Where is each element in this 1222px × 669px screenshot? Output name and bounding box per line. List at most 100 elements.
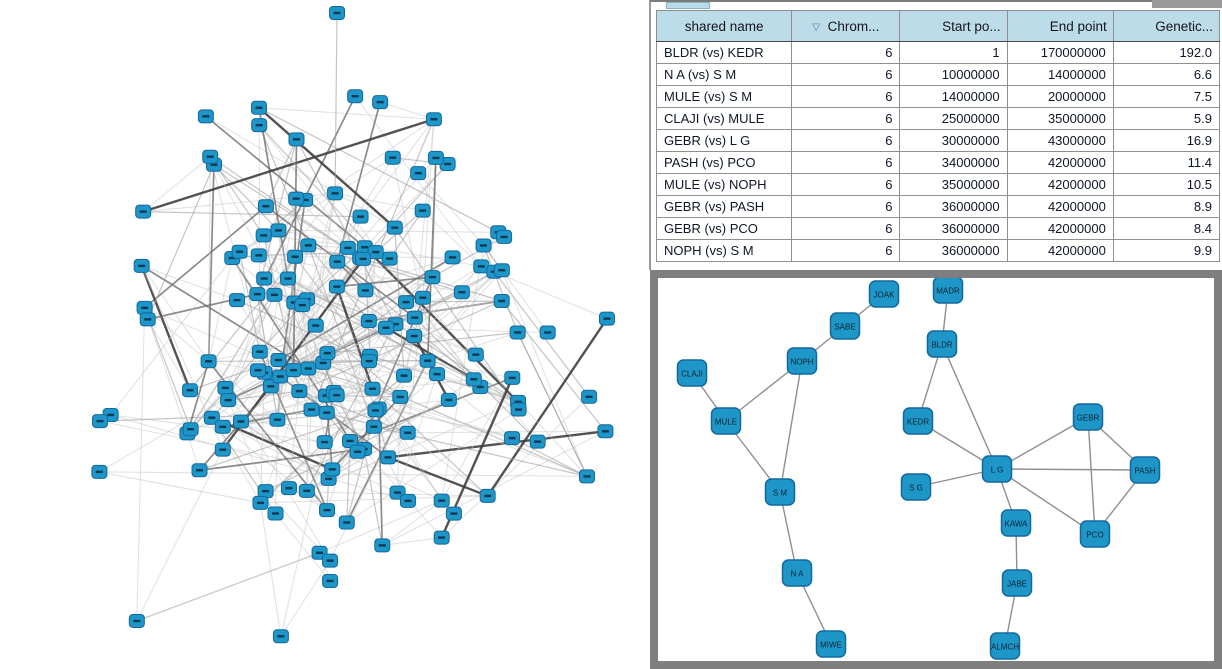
graph-node[interactable] bbox=[399, 493, 416, 508]
graph-edge[interactable] bbox=[227, 399, 442, 502]
graph-node[interactable] bbox=[504, 431, 521, 446]
graph-edge[interactable] bbox=[368, 252, 377, 362]
graph-node[interactable] bbox=[475, 238, 492, 253]
graph-node[interactable] bbox=[338, 515, 355, 530]
graph-node[interactable] bbox=[266, 287, 283, 302]
graph-edge[interactable] bbox=[336, 261, 475, 380]
graph-edge[interactable] bbox=[144, 307, 192, 430]
graph-edge[interactable] bbox=[378, 269, 503, 409]
table-row[interactable]: GEBR (vs) PASH 6 36000000 42000000 8.9 bbox=[655, 195, 1221, 218]
graph-edge[interactable] bbox=[239, 251, 370, 322]
graph-node[interactable] bbox=[322, 553, 339, 568]
graph-node[interactable] bbox=[270, 223, 287, 238]
graph-node[interactable] bbox=[327, 186, 344, 201]
graph-node[interactable] bbox=[182, 383, 199, 398]
graph-edge[interactable] bbox=[517, 332, 588, 477]
graph-edge[interactable] bbox=[426, 157, 437, 361]
graph-node[interactable] bbox=[214, 419, 231, 434]
column-header-end-point[interactable]: End point bbox=[1006, 10, 1114, 42]
graph-node[interactable] bbox=[272, 369, 289, 384]
graph-node[interactable] bbox=[272, 629, 289, 644]
graph-edge[interactable] bbox=[207, 164, 215, 362]
graph-node[interactable] bbox=[414, 290, 431, 305]
subnetwork-node-kawa[interactable]: KAWA bbox=[1000, 509, 1032, 537]
subnetwork-node-noph[interactable]: NOPH bbox=[786, 347, 818, 375]
graph-edge[interactable] bbox=[306, 157, 437, 300]
graph-node[interactable] bbox=[424, 270, 441, 285]
column-header-start-position[interactable]: Start po... bbox=[899, 10, 1008, 42]
graph-edge[interactable] bbox=[422, 297, 539, 442]
graph-node[interactable] bbox=[294, 298, 311, 313]
graph-edge[interactable] bbox=[199, 409, 376, 471]
graph-node[interactable] bbox=[367, 245, 384, 260]
graph-node[interactable] bbox=[214, 442, 231, 457]
graph-edge[interactable] bbox=[142, 156, 211, 212]
graph-node[interactable] bbox=[200, 354, 217, 369]
graph-edge[interactable] bbox=[295, 139, 396, 325]
graph-edge[interactable] bbox=[142, 118, 435, 213]
graph-node[interactable] bbox=[257, 484, 274, 499]
graph-node[interactable] bbox=[229, 293, 246, 308]
graph-node[interactable] bbox=[250, 100, 267, 115]
subnetwork-canvas[interactable]: JOAK MADR SABE NOPH BLDR CLAJI MULE KEDR GEBR L G… bbox=[658, 278, 1214, 661]
graph-edge[interactable] bbox=[301, 157, 394, 306]
graph-edge[interactable] bbox=[143, 210, 361, 218]
graph-edge[interactable] bbox=[147, 164, 215, 320]
graph-node[interactable] bbox=[182, 422, 199, 437]
graph-node[interactable] bbox=[291, 384, 308, 399]
graph-node[interactable] bbox=[232, 414, 249, 429]
graph-edge[interactable] bbox=[144, 307, 294, 371]
table-row[interactable]: N A (vs) S M 6 10000000 14000000 6.6 bbox=[655, 63, 1221, 86]
graph-edge[interactable] bbox=[208, 257, 233, 362]
graph-edge[interactable] bbox=[110, 257, 233, 416]
graph-edge[interactable] bbox=[136, 449, 224, 622]
graph-node[interactable] bbox=[270, 353, 287, 368]
graph-node[interactable] bbox=[249, 287, 266, 302]
graph-node[interactable] bbox=[364, 381, 381, 396]
table-row[interactable]: NOPH (vs) S M 6 36000000 42000000 9.9 bbox=[655, 239, 1221, 262]
graph-node[interactable] bbox=[191, 463, 208, 478]
graph-edge[interactable] bbox=[299, 323, 396, 392]
graph-node[interactable] bbox=[319, 503, 336, 518]
graph-edge[interactable] bbox=[381, 500, 443, 546]
subnetwork-node-jabe[interactable]: JABE bbox=[1001, 569, 1033, 597]
graph-node[interactable] bbox=[445, 506, 462, 521]
graph-node[interactable] bbox=[251, 344, 268, 359]
subnetwork-edge[interactable] bbox=[996, 468, 1146, 471]
graph-node[interactable] bbox=[433, 530, 450, 545]
graph-edge[interactable] bbox=[258, 106, 396, 229]
graph-edge[interactable] bbox=[260, 495, 488, 504]
graph-node[interactable] bbox=[231, 244, 248, 259]
graph-edge[interactable] bbox=[392, 157, 438, 375]
table-row[interactable]: MULE (vs) NOPH 6 35000000 42000000 10.5 bbox=[655, 173, 1221, 196]
graph-edge[interactable] bbox=[382, 537, 442, 546]
subnetwork-node-sabe[interactable]: SABE bbox=[829, 312, 861, 340]
subnetwork-edge[interactable] bbox=[779, 360, 803, 493]
subnetwork-edge[interactable] bbox=[996, 468, 1096, 535]
graph-edge[interactable] bbox=[186, 361, 210, 434]
graph-edge[interactable] bbox=[222, 399, 449, 428]
graph-edge[interactable] bbox=[275, 419, 278, 514]
graph-edge[interactable] bbox=[99, 471, 261, 504]
graph-edge[interactable] bbox=[378, 408, 443, 501]
graph-node[interactable] bbox=[406, 329, 423, 344]
subnetwork-node-gebr[interactable]: GEBR bbox=[1072, 403, 1104, 431]
graph-edge[interactable] bbox=[144, 307, 200, 471]
graph-node[interactable] bbox=[307, 318, 324, 333]
graph-node[interactable] bbox=[322, 573, 339, 588]
graph-node[interactable] bbox=[329, 254, 346, 269]
graph-edge[interactable] bbox=[362, 258, 405, 376]
graph-node[interactable] bbox=[496, 229, 513, 244]
graph-node[interactable] bbox=[257, 199, 274, 214]
graph-edge[interactable] bbox=[211, 416, 333, 471]
graph-node[interactable] bbox=[529, 434, 546, 449]
graph-node[interactable] bbox=[578, 469, 595, 484]
graph-node[interactable] bbox=[414, 203, 431, 218]
graph-edge[interactable] bbox=[205, 115, 396, 229]
subnetwork-node-s-m[interactable]: S M bbox=[764, 478, 796, 506]
graph-edge[interactable] bbox=[334, 12, 338, 194]
graph-edge[interactable] bbox=[141, 265, 238, 301]
subnetwork-node-madr[interactable]: MADR bbox=[932, 278, 964, 304]
graph-edge[interactable] bbox=[293, 302, 365, 450]
table-row[interactable]: GEBR (vs) L G 6 30000000 43000000 16.9 bbox=[655, 129, 1221, 152]
